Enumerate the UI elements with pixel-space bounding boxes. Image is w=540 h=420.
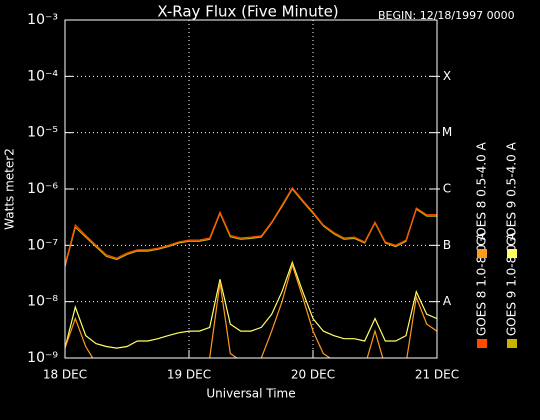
- legend-swatch: [477, 339, 487, 348]
- series-line: [65, 262, 437, 358]
- x-tick-label: 19 DEC: [167, 368, 211, 382]
- y2-tick-label: M: [442, 125, 452, 139]
- legend-label: GOES 9 0.5-4.0 A: [505, 141, 519, 246]
- legend-swatch: [477, 249, 487, 258]
- series-line: [65, 186, 437, 266]
- begin-date: BEGIN: 12/18/1997 0000: [378, 9, 515, 22]
- x-tick-label: 20 DEC: [291, 368, 335, 382]
- plot-frame: [64, 19, 438, 359]
- plot-area: [65, 186, 437, 358]
- y-tick-label: 10⁻⁸: [27, 294, 58, 310]
- y2-tick-label: A: [443, 294, 452, 308]
- legend-label: GOES 8 1.0-8.0 A: [475, 231, 489, 336]
- chart-title: X-Ray Flux (Five Minute): [157, 3, 338, 21]
- y-tick-label: 10⁻⁷: [27, 237, 58, 253]
- x-tick-label: 21 DEC: [415, 368, 459, 382]
- legend-swatch: [507, 249, 517, 258]
- y2-tick-label: C: [443, 182, 451, 196]
- legend-label: GOES 9 1.0-8.0 A: [505, 231, 519, 336]
- y2-tick-label: B: [443, 238, 451, 252]
- y-tick-label: 10⁻⁹: [27, 350, 58, 366]
- x-axis-label: Universal Time: [206, 387, 295, 401]
- y-tick-label: 10⁻³: [27, 12, 58, 28]
- y2-tick-label: X: [443, 69, 451, 83]
- series-line: [65, 260, 437, 349]
- legend-swatch: [507, 339, 517, 348]
- y-tick-label: 10⁻⁶: [27, 181, 58, 197]
- y-tick-label: 10⁻⁴: [27, 68, 58, 84]
- legend-label: GOES 8 0.5-4.0 A: [475, 141, 489, 246]
- y-axis-label: Watts meter2: [3, 148, 17, 230]
- x-tick-label: 18 DEC: [43, 368, 87, 382]
- y-tick-label: 10⁻⁵: [27, 125, 58, 141]
